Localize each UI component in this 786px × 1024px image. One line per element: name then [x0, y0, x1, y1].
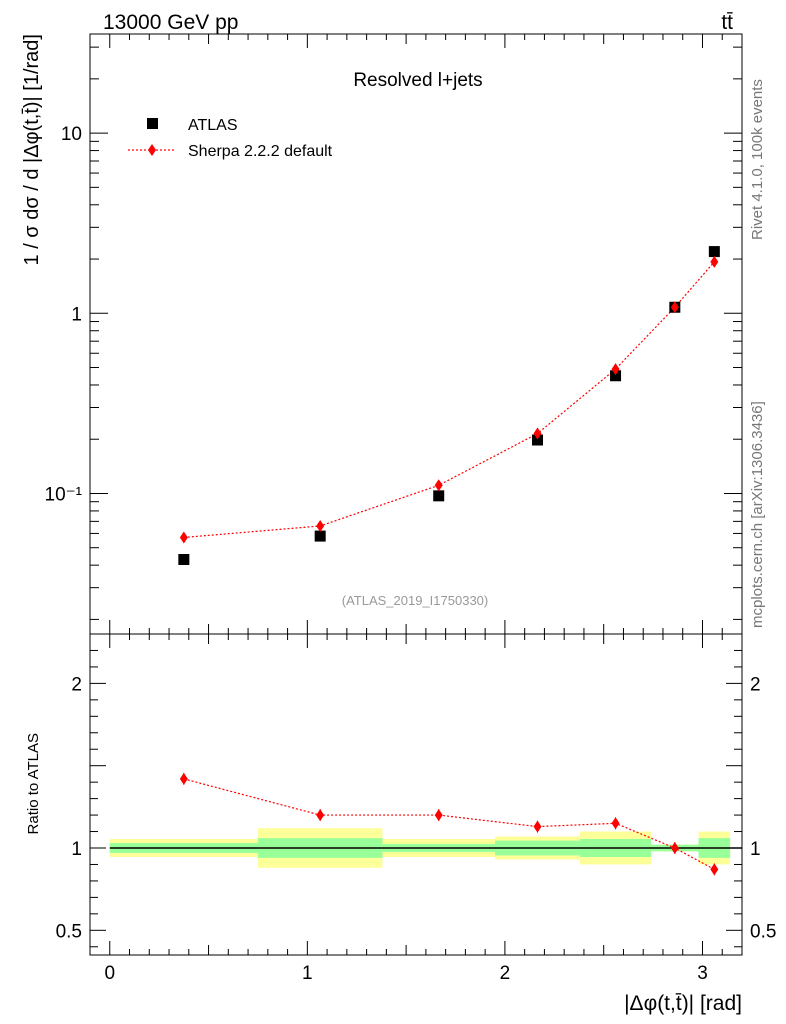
sherpa-ratio-point [710, 863, 719, 876]
sherpa-point [316, 519, 325, 532]
ratio-y-tick-label-right: 2 [750, 674, 761, 695]
sherpa-point [533, 427, 542, 440]
atlas-point [610, 370, 622, 382]
x-tick-label: 3 [697, 963, 708, 984]
analysis-tag: (ATLAS_2019_I1750330) [342, 593, 488, 608]
sherpa-ratio-point [179, 772, 188, 785]
sherpa-main-line [183, 261, 715, 539]
main-y-tick-label: 10 [61, 124, 82, 145]
legend-atlas-label: ATLAS [188, 117, 238, 134]
ratio-y-tick-label-left: 0.5 [56, 921, 82, 942]
ratio-plot-axes: 0 1 2 3 0.5 0.5 1 1 2 2 [56, 633, 776, 984]
sherpa-ratio-point [434, 809, 443, 822]
ratio-uncertainty-bands [109, 828, 742, 868]
atlas-point [178, 554, 190, 566]
legend-atlas-marker [147, 118, 158, 129]
main-plot-series [178, 246, 720, 566]
sherpa-point [611, 363, 620, 376]
sherpa-ratio-point [533, 820, 542, 833]
sherpa-point [179, 531, 188, 544]
sherpa-ratio-point [670, 842, 679, 854]
x-tick-label: 0 [104, 963, 115, 984]
legend-sherpa-marker [148, 144, 156, 156]
main-plot-axes: 10⁻¹ 1 10 [45, 33, 743, 635]
ratio-y-tick-label-left: 2 [71, 674, 82, 695]
main-y-tick-label: 10⁻¹ [45, 484, 83, 505]
atlas-point [433, 490, 445, 502]
main-y-axis-label: 1 / σ dσ / d |Δφ(t,t̄)| [1/rad] [21, 34, 43, 265]
header-left: 13000 GeV pp [103, 11, 238, 34]
sherpa-ratio-point [316, 809, 325, 822]
ratio-y-tick-label-right: 1 [750, 839, 761, 860]
side-text-top: Rivet 4.1.0, 100k events [749, 79, 766, 240]
header-right: tt̄ [721, 11, 733, 34]
atlas-point [532, 434, 544, 446]
x-tick-label: 2 [500, 963, 511, 984]
ratio-y-axis-label: Ratio to ATLAS [25, 733, 42, 834]
legend: ATLAS Sherpa 2.2.2 default [128, 117, 333, 160]
sherpa-point [670, 301, 679, 314]
side-text-bottom: mcplots.cern.ch [arXiv:1306.3436] [749, 401, 766, 628]
atlas-point [708, 246, 720, 258]
chart-title: Resolved l+jets [353, 70, 482, 91]
ratio-plot-series [179, 772, 719, 876]
ratio-y-tick-label-right: 0.5 [750, 921, 776, 942]
sherpa-point [434, 479, 443, 492]
main-y-tick-label: 1 [71, 304, 82, 325]
atlas-point [314, 530, 326, 542]
ratio-y-tick-label-left: 1 [71, 839, 82, 860]
sherpa-point [710, 255, 719, 268]
x-tick-label: 1 [302, 963, 313, 984]
legend-sherpa-label: Sherpa 2.2.2 default [188, 143, 333, 160]
x-axis-label: |Δφ(t,t̄)| [rad] [624, 992, 742, 1015]
ratio-plot-frame [89, 633, 743, 956]
sherpa-ratio-point [611, 817, 620, 830]
